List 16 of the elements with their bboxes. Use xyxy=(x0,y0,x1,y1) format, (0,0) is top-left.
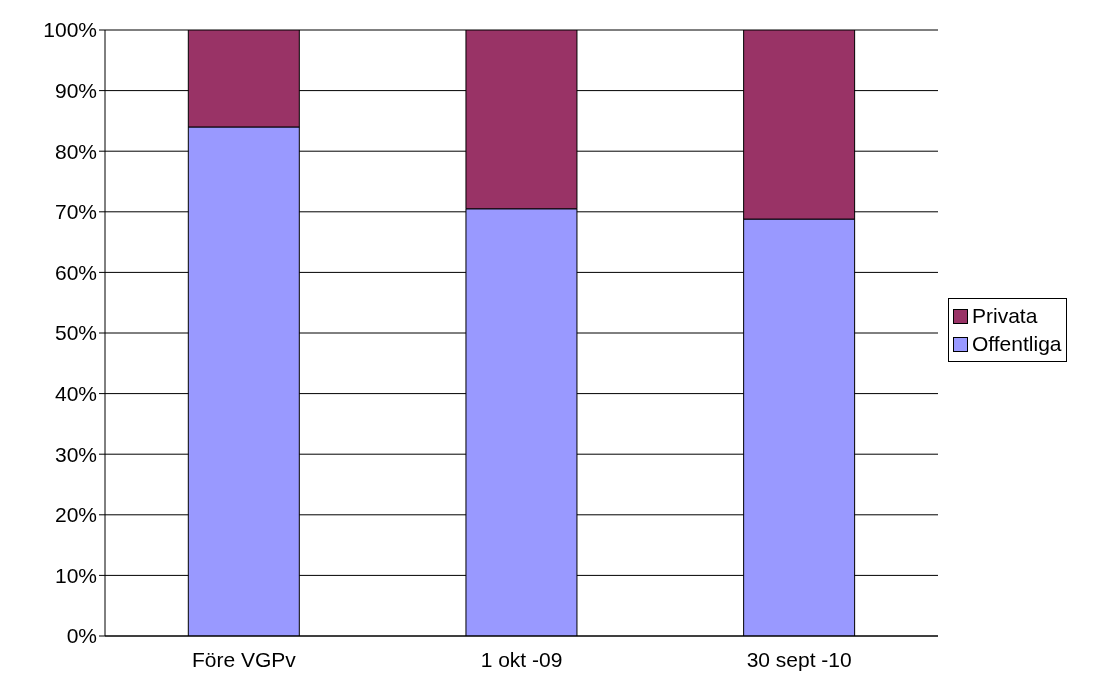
y-tick-label: 30% xyxy=(54,442,97,466)
y-tick-label: 100% xyxy=(43,18,97,42)
y-tick-label: 70% xyxy=(54,200,97,224)
y-tick-label: 10% xyxy=(54,563,97,587)
y-tick-label: 60% xyxy=(54,260,97,284)
y-tick-label: 0% xyxy=(66,624,97,648)
y-tick-label: 90% xyxy=(54,79,97,103)
y-tick-label: 40% xyxy=(54,382,97,406)
x-tick-label: 30 sept -10 xyxy=(746,647,852,671)
legend-label: Privata xyxy=(972,303,1038,329)
y-tick-label: 80% xyxy=(54,139,97,163)
x-tick-label: Före VGPv xyxy=(191,647,297,671)
legend-label: Offentliga xyxy=(972,331,1062,357)
y-tick-label: 50% xyxy=(54,321,97,345)
x-tick-label: 1 okt -09 xyxy=(480,647,563,671)
y-tick-label: 20% xyxy=(54,503,97,527)
